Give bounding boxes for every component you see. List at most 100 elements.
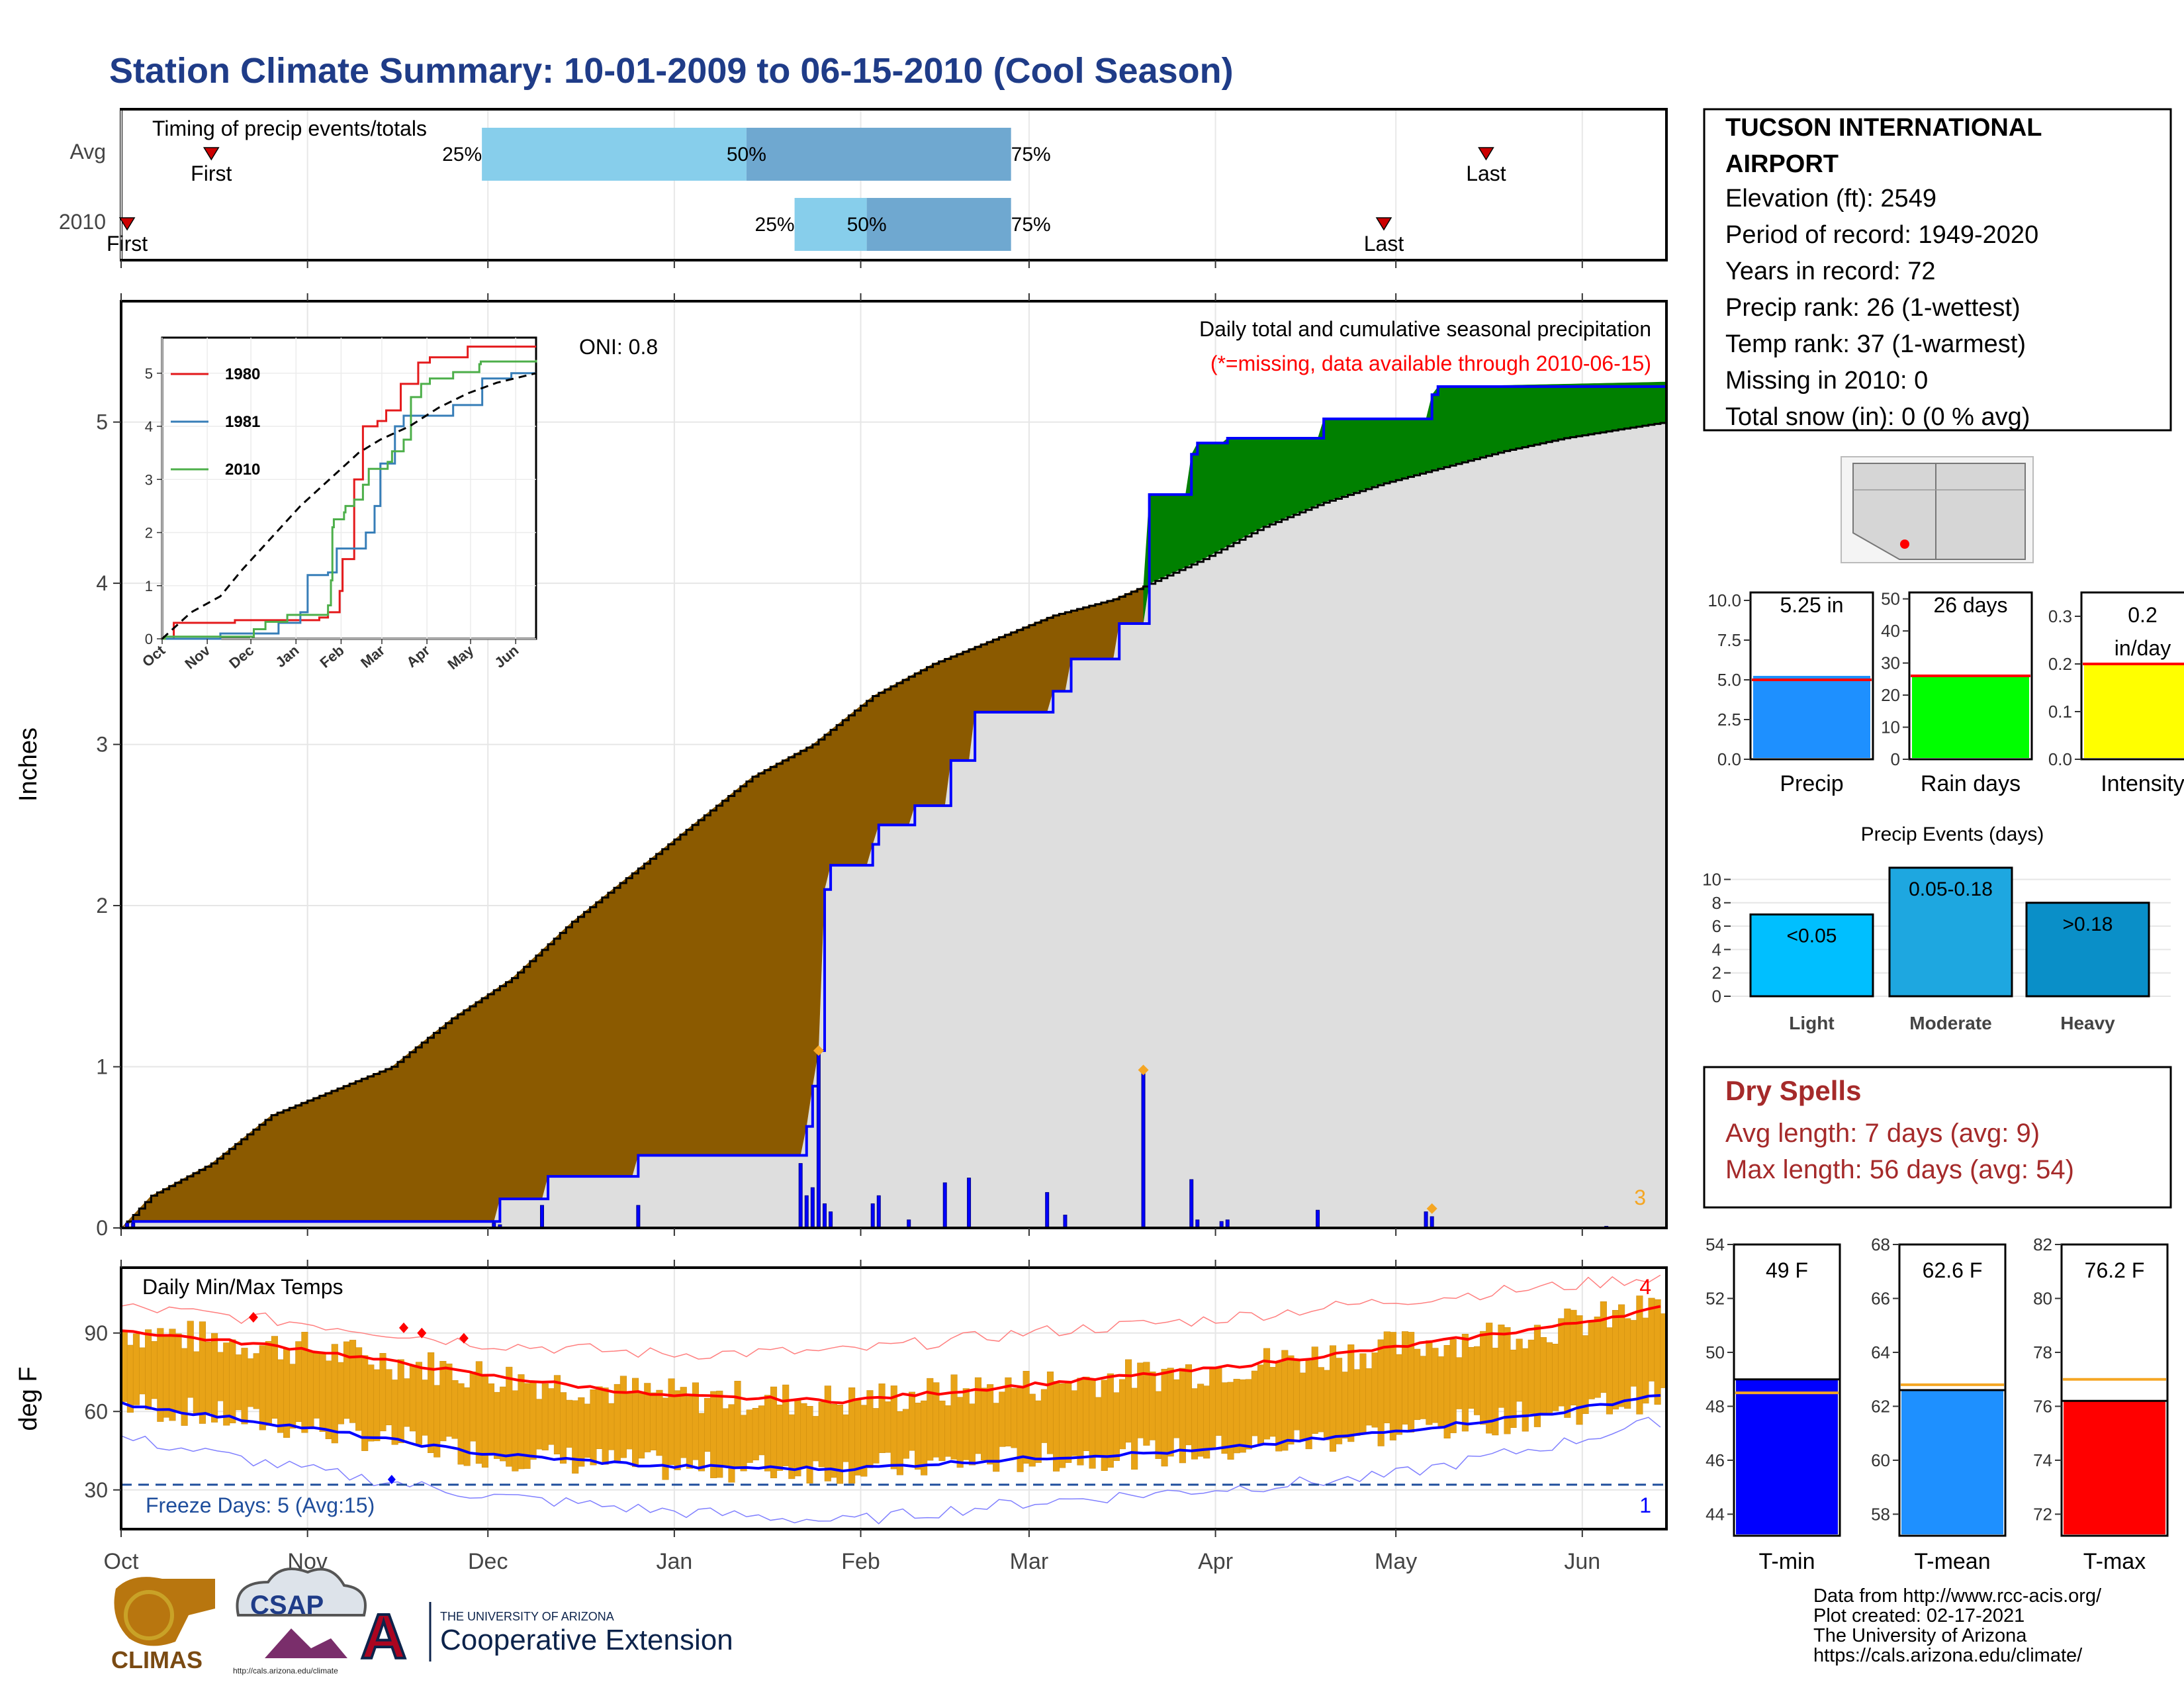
temp-daily-bar: [205, 1341, 212, 1413]
precip-daily-bar: [870, 1203, 875, 1229]
timing-q25-label: 25%: [755, 214, 795, 236]
timing-row-avg-label: Avg: [69, 140, 106, 164]
inset-frame: [161, 336, 537, 640]
ua-logo[interactable]: A THE UNIVERSITY OF ARIZONA Cooperative …: [359, 1600, 733, 1673]
temp-daily-bar: [500, 1386, 507, 1462]
mini-bar-outline: [1908, 591, 2033, 761]
temp-daily-bar: [1107, 1373, 1114, 1468]
csap-logo[interactable]: CSAP http://cals.arizona.edu/climate: [233, 1568, 367, 1675]
temp-bar-tick-label: 72: [2033, 1504, 2052, 1524]
temp-daily-bar: [469, 1372, 477, 1442]
timing-first-label: First: [191, 162, 232, 185]
temp-daily-bar: [547, 1388, 555, 1445]
temp-bar-value: [1901, 1390, 2003, 1534]
temp-daily-bar: [1480, 1331, 1487, 1425]
record-high-marker: [248, 1312, 258, 1323]
events-bar-inner-label: <0.05: [1787, 925, 1837, 947]
climas-logo[interactable]: CLIMAS: [111, 1577, 215, 1673]
inset-line-2010: [162, 359, 537, 640]
temp-y-tick-label: 60: [84, 1399, 108, 1423]
temp-daily-bar: [722, 1408, 729, 1467]
mini-bar-tick-label: 5.0: [1717, 670, 1741, 690]
events-tick-label: 0: [1712, 986, 1721, 1006]
record-high-marker: [459, 1333, 469, 1344]
inset-average-line: [161, 372, 537, 640]
precip-events-chart: Precip Events (days) 0 2 4 6 8 10 <0.05 Light 0.…: [1702, 823, 2171, 1033]
temp-daily-bar: [439, 1361, 447, 1442]
temp-daily-bar: [1305, 1360, 1312, 1450]
temp-daily-bar: [253, 1353, 260, 1409]
temp-daily-bar: [1426, 1340, 1433, 1425]
precip-panel-subtitle: (*=missing, data available through 2010-…: [1210, 352, 1651, 375]
temp-daily-bar: [445, 1363, 453, 1437]
events-tick-label: 2: [1712, 963, 1721, 983]
csap-url-text: http://cals.arizona.edu/climate: [233, 1666, 338, 1675]
temp-daily-bar: [235, 1354, 242, 1411]
temp-daily-bar: [211, 1333, 218, 1423]
precip-y-tick-label: 1: [96, 1055, 108, 1079]
mini-bar-outline: [1749, 591, 1874, 761]
inset-line-1981: [162, 372, 536, 640]
temp-daily-bar: [987, 1384, 994, 1465]
temp-daily-bar: [1533, 1325, 1541, 1427]
temp-daily-bar: [343, 1341, 351, 1419]
temp-daily-bar: [319, 1352, 326, 1432]
timing-markers: First Last First Last: [107, 147, 1506, 256]
temp-bar-outline: [1898, 1243, 2007, 1537]
temp-daily-bar: [1191, 1388, 1199, 1460]
temp-daily-bar: [1083, 1376, 1090, 1452]
temp-daily-bar: [566, 1399, 573, 1448]
temp-daily-bar: [385, 1369, 392, 1425]
credit-data-source: Data from http://www.rcc-acis.org/: [1813, 1585, 2102, 1607]
inset-y-tick-label: 5: [145, 365, 153, 382]
inset-legend: 1980 1981 2010: [171, 365, 260, 479]
temp-daily-bar: [1377, 1339, 1385, 1446]
temp-daily-bar: [1498, 1325, 1505, 1408]
temp-daily-bar: [494, 1391, 501, 1459]
temp-daily-bar: [1028, 1393, 1036, 1467]
temp-daily-bar: [680, 1387, 687, 1458]
temp-daily-bar: [247, 1358, 254, 1407]
station-precip-rank: Precip rank: 26 (1-wettest): [1725, 294, 2021, 322]
temp-daily-bar: [1113, 1392, 1120, 1461]
temp-daily-bar: [1269, 1367, 1277, 1437]
mini-bar-category-label: Rain days: [1921, 771, 2021, 796]
precip-daily-bar: [876, 1195, 881, 1229]
timing-q50-label: 50%: [847, 214, 887, 236]
timing-quartile-bars: 25% 50% 75% 25% 50% 75%: [442, 128, 1051, 251]
temp-daily-bar: [1383, 1331, 1390, 1423]
temp-daily-bar: [1522, 1348, 1529, 1432]
timing-bar-upper: [866, 198, 1011, 251]
temp-daily-bar: [559, 1392, 567, 1464]
temp-daily-bar: [734, 1381, 741, 1468]
temp-bar-value-label: 62.6 F: [1923, 1258, 1983, 1282]
temp-daily-bar: [1624, 1318, 1631, 1409]
station-info-box: TUCSON INTERNATIONAL AIRPORT Elevation (…: [1703, 108, 2172, 432]
dry-spells-frame: [1703, 1066, 2172, 1209]
temp-panel-frame: [120, 1266, 1668, 1530]
mini-bar-tick-label: 10: [1881, 718, 1900, 737]
temp-daily-bar: [1564, 1308, 1571, 1418]
climas-logo-text: CLIMAS: [111, 1646, 203, 1673]
precip-corner-count: 3: [1634, 1186, 1646, 1209]
temp-bar-tick-label: 64: [1871, 1342, 1890, 1362]
temp-daily-bar: [229, 1339, 236, 1424]
temp-daily-bar: [704, 1397, 711, 1452]
timing-q50-label: 50%: [727, 144, 766, 165]
temp-daily-bar: [422, 1380, 429, 1436]
timing-first-marker: [203, 147, 220, 161]
oni-label: ONI: 0.8: [579, 335, 658, 359]
temp-daily-bar: [157, 1328, 164, 1422]
temp-daily-bar: [1209, 1368, 1216, 1450]
temp-daily-bar: [999, 1391, 1006, 1447]
temp-daily-bar: [451, 1380, 459, 1439]
month-tick-label: Apr: [1198, 1549, 1233, 1574]
mini-bar-category-label: Intensity: [2101, 771, 2184, 796]
temp-daily-bar: [764, 1395, 771, 1472]
temp-bar-tick-label: 50: [1706, 1342, 1725, 1362]
temp-daily-bar: [506, 1366, 513, 1467]
temp-daily-bar: [169, 1329, 176, 1421]
climas-emblem: [114, 1577, 215, 1646]
temp-daily-bar: [1516, 1338, 1523, 1402]
precip-daily-bar: [1045, 1192, 1050, 1229]
